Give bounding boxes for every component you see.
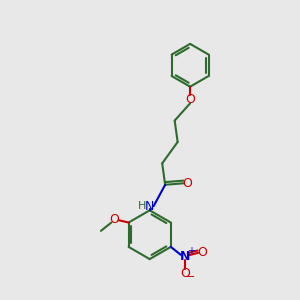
Text: O: O [180,267,190,280]
Text: O: O [182,177,192,190]
Text: N: N [145,200,154,213]
Text: +: + [187,246,195,256]
Text: O: O [110,213,119,226]
Text: O: O [197,246,207,259]
Text: N: N [180,250,190,263]
Text: H: H [138,201,146,211]
Text: −: − [186,272,196,282]
Text: O: O [185,93,195,106]
